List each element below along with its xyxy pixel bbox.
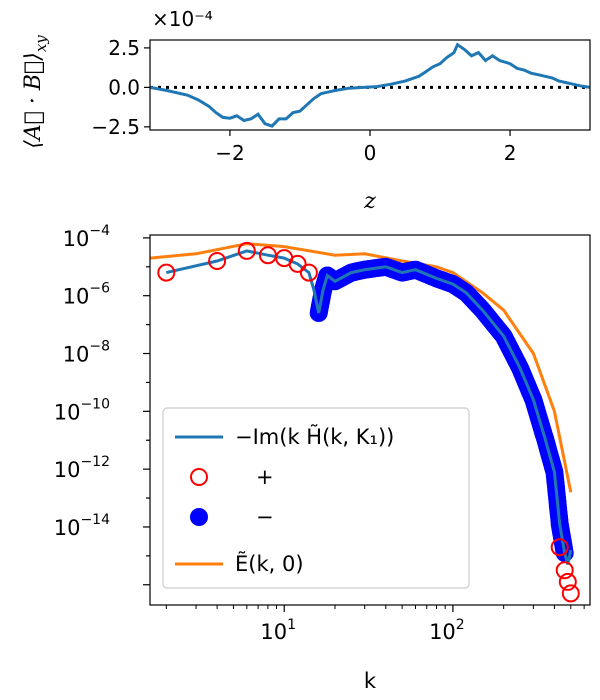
plus-marker-0 <box>157 263 176 282</box>
plus-marker-5 <box>288 254 307 273</box>
top-xtick-label-1: 0 <box>364 141 377 165</box>
svg-text:⟨A⃗ · B⃗⟩xy: ⟨A⃗ · B⃗⟩xy <box>21 35 50 149</box>
legend-label-plus: + <box>256 465 274 489</box>
legend-label-h: −Im(k H̃(k, K₁)) <box>235 424 394 449</box>
legend-label-minus: − <box>256 505 274 529</box>
top-ylabel-main: ⟨A⃗ · B⃗⟩ <box>21 52 46 149</box>
top-ylabel: ⟨A⃗ · B⃗⟩xy <box>21 35 50 149</box>
top-ticks: −2 0 2 2.5 0.0 −2.5 <box>91 36 516 165</box>
plus-marker-6 <box>299 263 318 282</box>
bottom-xtick-label-0: 101 <box>260 617 296 644</box>
bottom-ytick-label-4: 10−12 <box>54 454 110 482</box>
legend-swatch-minus <box>190 508 208 526</box>
plus-marker-2 <box>237 241 256 260</box>
top-axes-frame <box>149 39 591 131</box>
bottom-ticks: 101 102 10−4 10−6 10−8 10−10 10−12 10−14 <box>54 223 585 644</box>
plus-marker-9 <box>558 572 577 591</box>
bottom-ytick-label-0: 10−4 <box>63 223 110 251</box>
bottom-panel: 101 102 10−4 10−6 10−8 10−10 10−12 10−14 k −Im(… <box>54 223 591 693</box>
top-series-line <box>149 42 591 128</box>
top-panel: ×10⁻⁴ ⟨A⃗ · B⃗⟩xy −2 0 2 2.5 0.0 −2.5 z <box>21 7 591 214</box>
top-offset-label: ×10⁻⁴ <box>152 7 213 31</box>
top-xtick-label-2: 2 <box>504 141 517 165</box>
bottom-ytick-label-2: 10−8 <box>63 339 110 367</box>
plus-marker-10 <box>561 584 580 603</box>
blue-h-line <box>165 249 573 565</box>
plus-markers <box>157 241 580 603</box>
legend-label-e: Ẽ(k, 0) <box>235 550 304 576</box>
legend-frame <box>162 407 470 589</box>
legend: −Im(k H̃(k, K₁)) + − Ẽ(k, 0) <box>162 407 470 589</box>
top-ylabel-sub: xy <box>32 35 50 52</box>
legend-swatch-plus <box>190 468 208 486</box>
bottom-axes-frame <box>149 234 591 606</box>
top-ytick-label-2: −2.5 <box>91 115 140 139</box>
bottom-ytick-label-5: 10−14 <box>54 512 110 540</box>
bottom-ytick-label-3: 10−10 <box>54 396 110 424</box>
bottom-ytick-label-1: 10−6 <box>63 281 110 309</box>
top-xlabel: z <box>363 189 376 214</box>
plus-marker-1 <box>208 252 227 270</box>
top-ytick-label-0: 2.5 <box>108 36 140 60</box>
plus-marker-7 <box>550 538 569 557</box>
top-xtick-label-0: −2 <box>215 141 244 165</box>
top-ytick-label-1: 0.0 <box>108 75 140 99</box>
bottom-xtick-label-1: 102 <box>429 617 465 644</box>
plus-marker-8 <box>555 561 574 580</box>
bottom-xlabel: k <box>364 669 377 693</box>
